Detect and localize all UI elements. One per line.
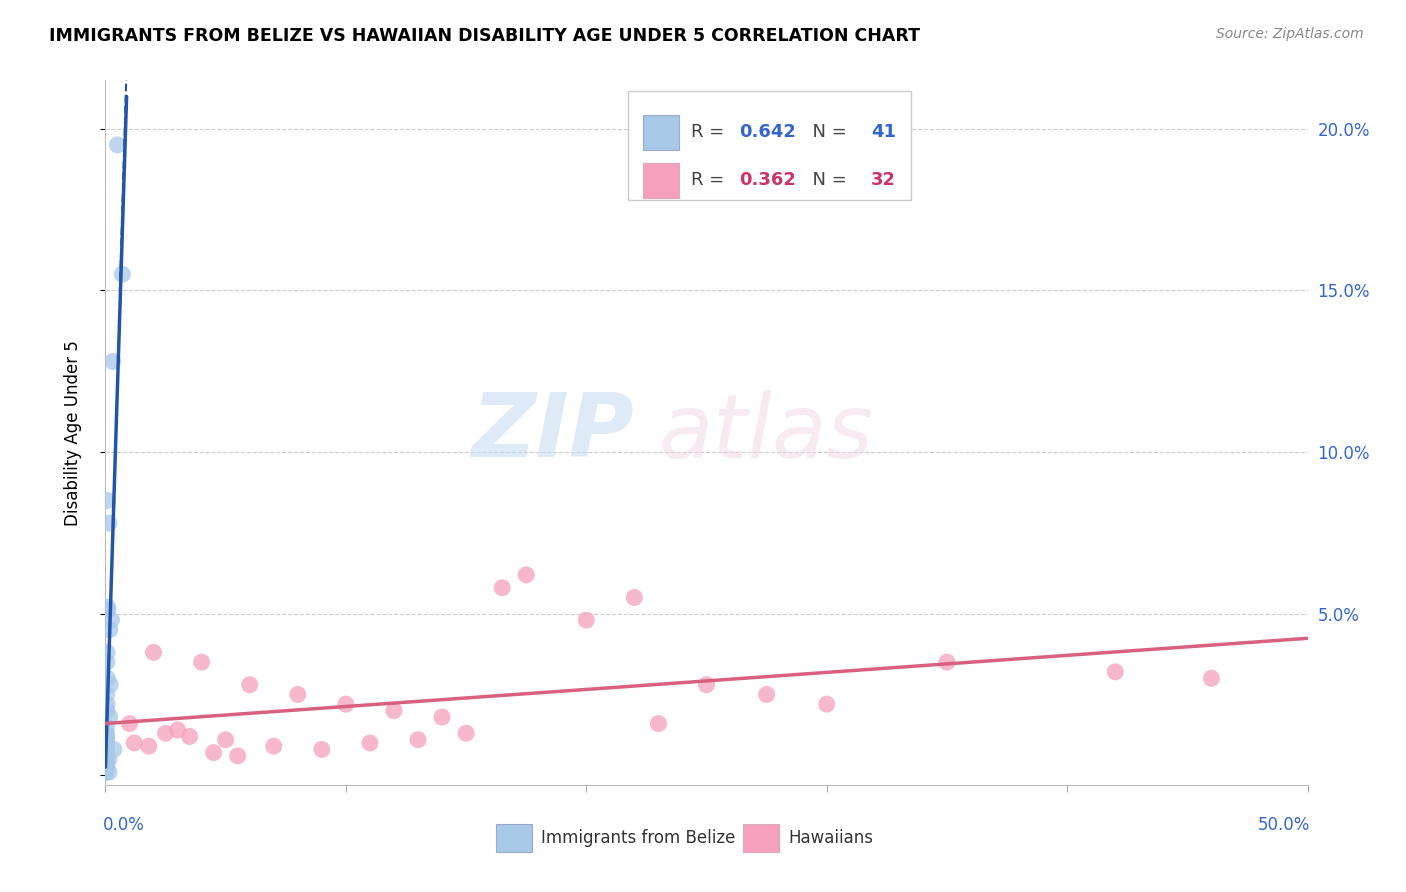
Point [311,742,333,756]
Text: 0.362: 0.362 [740,171,796,189]
Point [97,600,120,615]
Point [98,516,121,530]
Point [94,765,117,780]
Point [98,678,121,692]
Point [263,739,285,754]
Point [96,493,118,508]
Point [166,723,188,737]
Point [96,742,118,756]
Point [142,645,165,659]
Point [155,726,177,740]
Point [138,739,160,754]
Point [755,688,778,702]
Point [94,765,117,780]
Point [97,603,120,617]
Point [214,732,236,747]
Point [1201,671,1223,685]
Point [696,678,718,692]
Point [456,726,478,740]
Bar [496,823,533,852]
Point [98,752,121,766]
Text: N =: N = [801,123,853,141]
Point [96,732,118,747]
Point [94,765,117,780]
Point [96,655,118,669]
Point [96,746,118,760]
Text: 50.0%: 50.0% [1258,815,1310,833]
Point [94,762,117,776]
Text: Hawaiians: Hawaiians [789,829,873,847]
Point [179,730,201,744]
Bar [742,823,779,852]
Point [239,678,262,692]
Point [96,671,118,685]
Point [118,716,141,731]
Point [96,688,118,702]
Point [94,758,117,772]
Text: R =: R = [690,171,730,189]
Point [111,267,134,281]
Point [96,645,118,659]
Point [94,765,117,780]
Point [575,613,598,627]
Y-axis label: Disability Age Under 5: Disability Age Under 5 [63,340,82,525]
Bar [628,91,911,200]
Point [815,697,838,711]
Point [936,655,959,669]
Point [96,756,118,770]
Point [226,748,249,763]
Point [335,697,357,711]
Point [491,581,513,595]
Bar [643,115,679,150]
Text: atlas: atlas [658,390,873,475]
Point [623,591,645,605]
Point [94,762,117,776]
Point [96,736,118,750]
Text: N =: N = [801,171,853,189]
Point [94,762,117,776]
Bar [643,163,679,198]
Point [98,765,121,780]
Point [647,716,669,731]
Text: Immigrants from Belize: Immigrants from Belize [541,829,735,847]
Point [96,752,118,766]
Point [287,688,309,702]
Point [190,655,212,669]
Point [202,746,225,760]
Text: IMMIGRANTS FROM BELIZE VS HAWAIIAN DISABILITY AGE UNDER 5 CORRELATION CHART: IMMIGRANTS FROM BELIZE VS HAWAIIAN DISAB… [49,27,920,45]
Text: R =: R = [690,123,730,141]
Text: 41: 41 [872,123,896,141]
Point [406,732,429,747]
Point [359,736,381,750]
Text: 32: 32 [872,171,896,189]
Point [1104,665,1126,679]
Point [96,730,118,744]
Point [96,720,118,734]
Point [430,710,453,724]
Point [96,726,118,740]
Point [98,710,121,724]
Point [382,704,405,718]
Point [96,697,118,711]
Text: 0.0%: 0.0% [103,815,145,833]
Text: Source: ZipAtlas.com: Source: ZipAtlas.com [1216,27,1364,41]
Text: ZIP: ZIP [471,389,634,476]
Point [96,704,118,718]
Point [124,736,146,750]
Point [98,623,121,637]
Point [100,613,122,627]
Point [96,748,118,763]
Point [107,137,129,152]
Point [515,567,537,582]
Point [96,758,118,772]
Text: 0.642: 0.642 [740,123,796,141]
Point [103,742,125,756]
Point [96,739,118,754]
Point [101,354,124,368]
Point [96,756,118,770]
